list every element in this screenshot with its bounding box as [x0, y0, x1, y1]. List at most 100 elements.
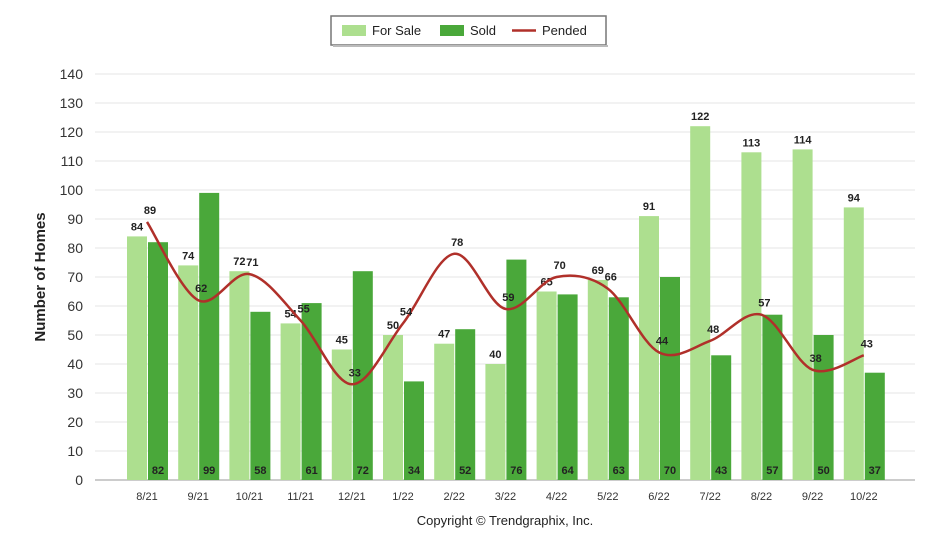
for-sale-bar [485, 364, 506, 480]
sold-bar [711, 355, 732, 480]
for-sale-bar [536, 291, 557, 480]
sold-bar [301, 303, 322, 480]
y-tick-label: 50 [67, 327, 83, 343]
x-tick-label: 4/22 [546, 491, 567, 503]
legend-swatch [342, 25, 366, 36]
sold-bar [455, 329, 476, 480]
y-tick-label: 30 [67, 385, 83, 401]
for-sale-value-label: 45 [336, 335, 348, 347]
pended-value-label: 33 [349, 367, 361, 379]
for-sale-bar [127, 236, 147, 480]
pended-value-label: 55 [297, 304, 309, 316]
x-tick-label: 6/22 [648, 491, 669, 503]
pended-value-label: 62 [195, 283, 207, 295]
sold-bar [762, 314, 783, 480]
sold-value-label: 70 [664, 465, 676, 477]
legend-swatch [440, 25, 464, 36]
sold-value-label: 72 [357, 465, 369, 477]
sold-value-label: 34 [408, 465, 421, 477]
for-sale-value-label: 47 [438, 329, 450, 341]
y-tick-label: 130 [60, 95, 84, 111]
pended-value-label: 43 [861, 338, 873, 350]
y-tick-label: 120 [60, 124, 84, 140]
y-tick-label: 100 [60, 182, 84, 198]
sold-value-label: 58 [254, 465, 266, 477]
sold-value-label: 61 [305, 465, 317, 477]
for-sale-value-label: 50 [387, 320, 399, 332]
pended-value-label: 48 [707, 324, 719, 336]
x-tick-label: 9/22 [802, 491, 823, 503]
y-tick-label: 20 [67, 414, 83, 430]
x-tick-label: 11/21 [287, 491, 314, 503]
sold-bar [352, 271, 373, 480]
pended-value-label: 57 [758, 298, 770, 310]
pended-value-label: 78 [451, 237, 463, 249]
sold-bar [506, 259, 527, 480]
sold-bar [199, 192, 220, 480]
copyright-footer: Copyright © Trendgraphix, Inc. [417, 513, 594, 528]
x-tick-label: 2/22 [443, 491, 464, 503]
pended-line [145, 221, 865, 386]
y-tick-label: 80 [67, 240, 83, 256]
y-tick-label: 10 [67, 443, 83, 459]
legend: For Sale Sold Pended [330, 15, 608, 47]
y-tick-label: 0 [75, 472, 83, 488]
for-sale-value-label: 54 [284, 308, 297, 320]
for-sale-value-label: 84 [131, 221, 144, 233]
y-tick-label: 70 [67, 269, 83, 285]
sold-bar [148, 242, 168, 480]
for-sale-bar [843, 207, 864, 480]
pended-value-label: 71 [246, 257, 258, 269]
legend-label: Sold [470, 23, 496, 38]
for-sale-bar [639, 216, 659, 480]
for-sale-value-label: 74 [182, 250, 195, 262]
sold-bar [608, 297, 629, 480]
sold-value-label: 63 [613, 465, 625, 477]
sold-value-label: 37 [869, 465, 881, 477]
sold-value-label: 82 [152, 465, 164, 477]
x-tick-label: 3/22 [495, 491, 516, 503]
sold-value-label: 64 [561, 465, 574, 477]
pended-value-label: 54 [400, 306, 413, 318]
for-sale-bar [434, 343, 455, 480]
pended-value-label: 66 [605, 272, 617, 284]
for-sale-value-label: 122 [691, 111, 709, 123]
for-sale-value-label: 94 [848, 192, 861, 204]
sold-bar [864, 372, 885, 480]
x-tick-label: 5/22 [597, 491, 618, 503]
x-tick-label: 8/22 [751, 491, 772, 503]
x-tick-label: 7/22 [699, 491, 720, 503]
for-sale-bar [229, 271, 250, 480]
for-sale-bar [792, 149, 813, 480]
for-sale-bar [690, 126, 711, 480]
x-tick-label: 8/21 [136, 491, 157, 503]
sold-bar [557, 294, 578, 480]
legend-label: For Sale [372, 23, 421, 38]
sold-bar [250, 311, 271, 480]
pended-value-label: 38 [809, 353, 821, 365]
legend-label: Pended [542, 23, 587, 38]
y-tick-label: 40 [67, 356, 83, 372]
pended-value-label: 44 [656, 335, 669, 347]
y-tick-label: 90 [67, 211, 83, 227]
x-tick-label: 12/21 [338, 491, 366, 503]
for-sale-value-label: 114 [794, 134, 813, 146]
y-tick-label: 140 [60, 66, 84, 82]
for-sale-bar [587, 279, 608, 480]
for-sale-value-label: 69 [592, 265, 604, 277]
for-sale-value-label: 91 [643, 201, 655, 213]
y-tick-label: 110 [61, 153, 84, 169]
x-tick-label: 1/22 [392, 491, 413, 503]
x-tick-label: 9/21 [187, 491, 208, 503]
for-sale-value-label: 113 [743, 137, 761, 149]
sold-value-label: 99 [203, 465, 215, 477]
for-sale-bar [280, 323, 301, 480]
sold-value-label: 52 [459, 465, 471, 477]
sold-value-label: 50 [817, 465, 829, 477]
sold-value-label: 57 [766, 465, 778, 477]
pended-value-label: 70 [553, 260, 565, 272]
for-sale-value-label: 72 [233, 256, 245, 268]
x-tick-label: 10/21 [236, 491, 264, 503]
